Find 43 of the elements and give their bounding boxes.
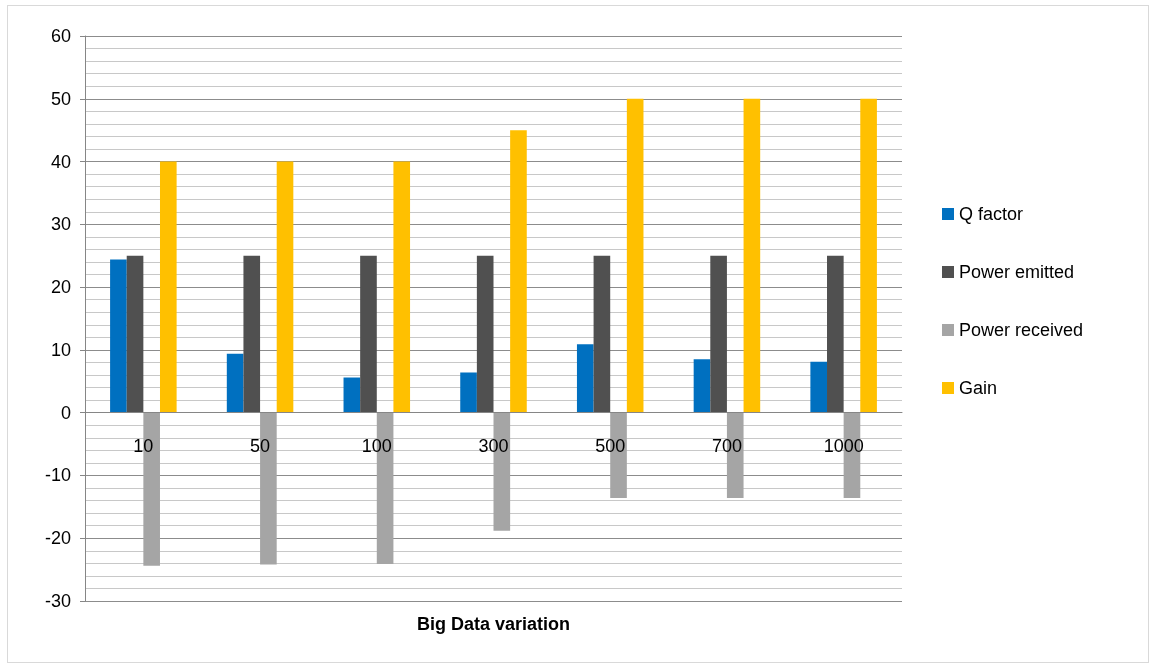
bar: [827, 255, 844, 413]
x-tick-label: 10: [133, 435, 154, 456]
y-tick-label: -20: [44, 528, 71, 549]
bar: [626, 98, 644, 413]
bar: [810, 361, 828, 413]
y-tick-label: 30: [50, 214, 71, 235]
x-tick-label: 100: [361, 435, 392, 456]
bar: [860, 98, 877, 413]
bar: [360, 255, 377, 413]
bar: [110, 259, 127, 413]
x-tick-label: 500: [595, 435, 626, 456]
y-tick-label: 60: [50, 26, 71, 46]
y-tick-label: 0: [60, 402, 71, 423]
legend-label: Power emitted: [959, 262, 1075, 282]
bar: [226, 353, 244, 413]
bar: [159, 161, 177, 413]
bar: [510, 130, 527, 413]
bar: [476, 255, 494, 413]
legend-label: Gain: [959, 378, 998, 398]
y-tick-label: 40: [50, 151, 71, 172]
bar: [276, 161, 294, 413]
x-tick-label: 1000: [823, 435, 864, 456]
x-tick-label: 300: [478, 435, 509, 456]
bar: [693, 359, 711, 413]
bar: [126, 255, 144, 413]
bar: [343, 377, 361, 413]
legend-label: Power received: [959, 320, 1084, 340]
x-tick-label: 700: [711, 435, 742, 456]
bar: [243, 255, 261, 413]
bar: [593, 255, 611, 413]
y-tick-label: -10: [44, 465, 71, 486]
bar: [460, 372, 477, 413]
y-tick-label: 20: [50, 277, 71, 298]
x-tick-label: 50: [250, 435, 271, 456]
bar: [710, 255, 727, 413]
y-tick-label: 10: [50, 339, 71, 360]
bar: [576, 344, 594, 413]
bar: [393, 161, 411, 413]
bar: [743, 98, 761, 413]
y-tick-label: 50: [50, 88, 71, 109]
x-axis-title: Big Data variation: [416, 614, 571, 634]
legend-label: Q factor: [959, 204, 1024, 224]
y-tick-label: -30: [44, 591, 71, 611]
